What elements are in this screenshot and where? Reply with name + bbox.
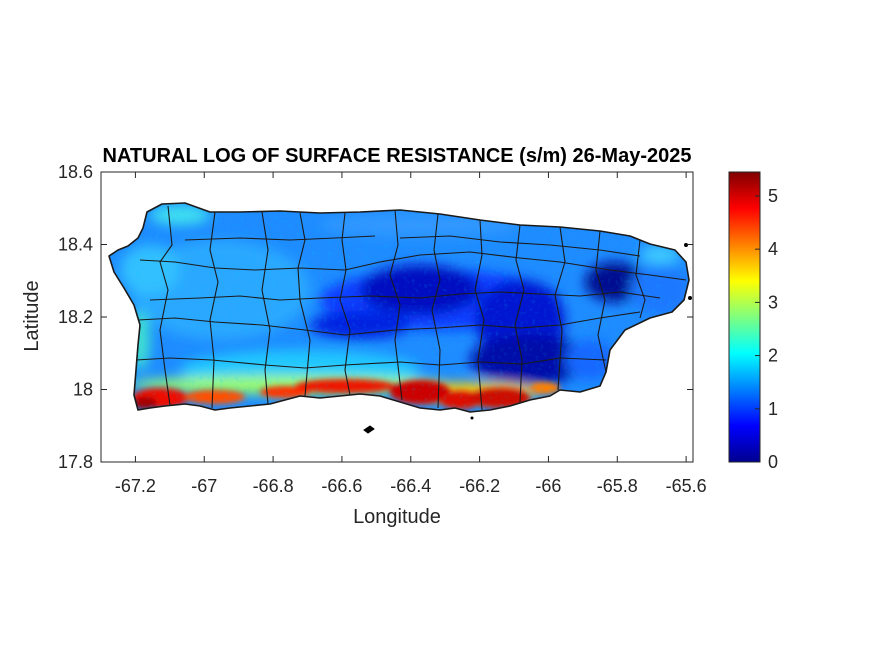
x-axis-ticks: -67.2 -67 -66.8 -66.6 -66.4 -66.2 -66 -65.8 -65.… [115, 172, 707, 496]
x-tick-label: -66.6 [321, 476, 362, 496]
x-tick-label: -65.6 [666, 476, 707, 496]
x-tick-label: -66.8 [253, 476, 294, 496]
colorbar-tick-label: 2 [768, 346, 778, 366]
colorbar-tick-label: 0 [768, 452, 778, 472]
y-tick-label: 17.8 [58, 452, 93, 472]
x-tick-label: -66 [535, 476, 561, 496]
x-tick-label: -65.8 [597, 476, 638, 496]
colorbar [728, 171, 761, 463]
colorbar-tick-label: 5 [768, 186, 778, 206]
y-axis-label: Latitude [21, 280, 43, 351]
colorbar-tick-label: 4 [768, 239, 778, 259]
map-title: NATURAL LOG OF SURFACE RESISTANCE (s/m) … [103, 145, 692, 167]
y-tick-label: 18.2 [58, 307, 93, 327]
y-tick-label: 18.6 [58, 162, 93, 182]
x-tick-label: -67 [191, 476, 217, 496]
y-axis-ticks: 18.6 18.4 18.2 18 17.8 [58, 162, 693, 472]
y-tick-label: 18.4 [58, 235, 93, 255]
x-axis-label: Longitude [353, 506, 441, 528]
x-tick-label: -67.2 [115, 476, 156, 496]
colorbar-tick-label: 1 [768, 399, 778, 419]
x-tick-label: -66.2 [459, 476, 500, 496]
colorbar-tick-label: 3 [768, 292, 778, 312]
municipality-boundaries [108, 202, 690, 413]
x-tick-label: -66.4 [390, 476, 431, 496]
y-tick-label: 18 [73, 380, 93, 400]
colorbar-ticks: 5 4 3 2 1 0 [755, 186, 778, 472]
